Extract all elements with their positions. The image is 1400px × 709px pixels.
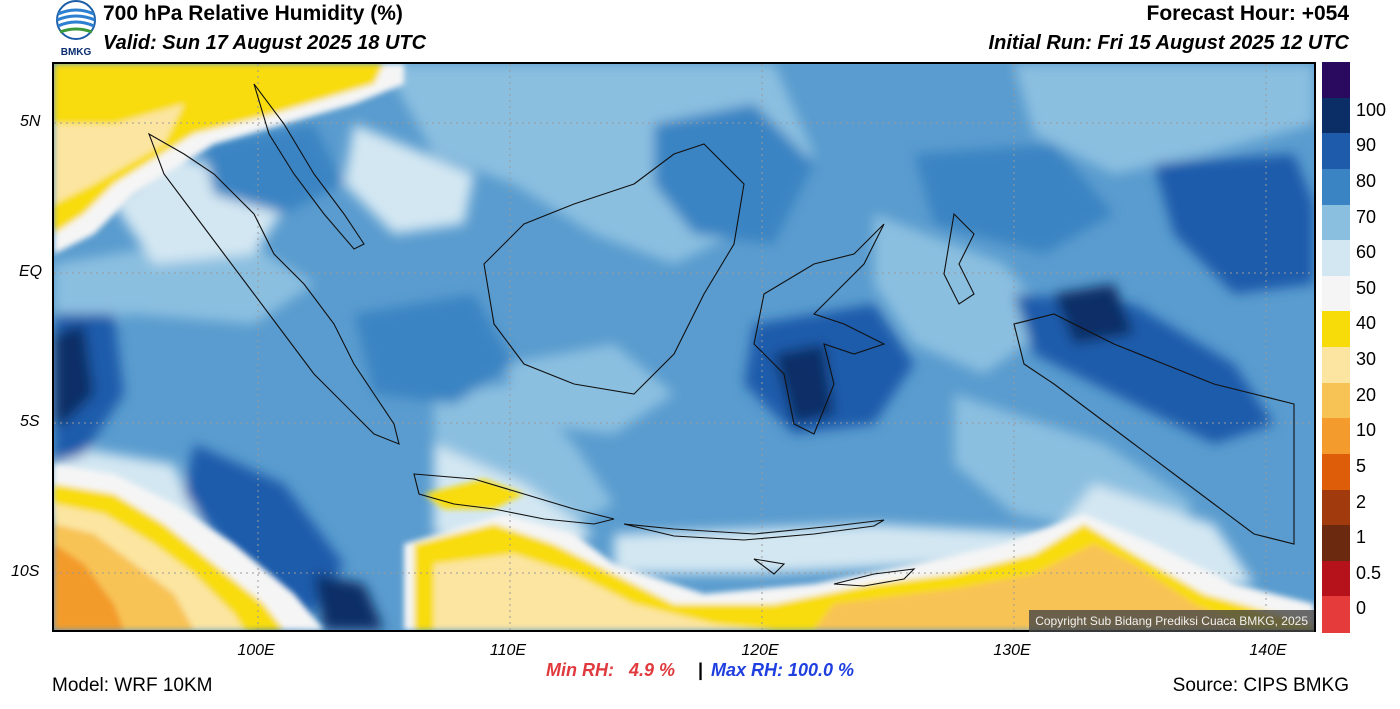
colorbar-segment xyxy=(1322,489,1350,526)
colorbar-segment xyxy=(1322,62,1350,99)
colorbar-label: 20 xyxy=(1356,384,1377,405)
colorbar-segment xyxy=(1322,204,1350,241)
lon-label: 120E xyxy=(741,642,779,659)
colorbar-segment xyxy=(1322,560,1350,597)
colorbar-segment xyxy=(1322,453,1350,490)
colorbar-segment xyxy=(1322,596,1350,633)
model-label: Model: WRF 10KM xyxy=(52,675,213,696)
colorbar-label: 1 xyxy=(1356,527,1367,548)
stats-separator: | xyxy=(698,660,704,680)
copyright-notice: Copyright Sub Bidang Prediksi Cuaca BMKG… xyxy=(1029,610,1314,632)
colorbar-segment xyxy=(1322,168,1350,205)
colorbar-label: 10 xyxy=(1356,420,1377,441)
source-label: Source: CIPS BMKG xyxy=(1172,675,1349,696)
colorbar-segment xyxy=(1322,97,1350,134)
colorbar-label: 100 xyxy=(1356,99,1387,120)
lon-label: 130E xyxy=(993,642,1031,659)
colorbar xyxy=(1322,62,1352,633)
lat-label: 10S xyxy=(11,563,40,580)
colorbar-label: 70 xyxy=(1356,206,1377,227)
colorbar-segment xyxy=(1322,525,1350,562)
colorbar-segment xyxy=(1322,382,1350,419)
colorbar-label: 90 xyxy=(1356,135,1377,156)
colorbar-segment xyxy=(1322,311,1350,348)
lon-label: 110E xyxy=(489,642,527,659)
bmkg-logo-icon xyxy=(52,0,100,62)
colorbar-segment xyxy=(1322,275,1350,312)
forecast-hour: Forecast Hour: +054 xyxy=(1146,2,1350,25)
humidity-field xyxy=(54,64,1314,630)
colorbar-label: 40 xyxy=(1356,313,1377,334)
colorbar-label: 2 xyxy=(1356,491,1367,512)
lon-label: 140E xyxy=(1249,642,1287,659)
min-rh: Min RH: 4.9 % xyxy=(546,660,676,680)
colorbar-label: 30 xyxy=(1356,349,1377,369)
valid-time: Valid: Sun 17 August 2025 18 UTC xyxy=(103,32,427,54)
colorbar-label: 0 xyxy=(1356,598,1367,619)
initial-run: Initial Run: Fri 15 August 2025 12 UTC xyxy=(988,32,1349,54)
lat-label: EQ xyxy=(19,263,43,280)
colorbar-segment xyxy=(1322,133,1350,170)
logo-text: BMKG xyxy=(60,47,92,58)
lon-label: 100E xyxy=(237,642,275,659)
grid-lines xyxy=(54,64,1314,630)
lat-label: 5N xyxy=(20,113,41,130)
colorbar-segment xyxy=(1322,347,1350,384)
max-rh: Max RH: 100.0 % xyxy=(711,660,855,680)
colorbar-segment xyxy=(1322,418,1350,455)
colorbar-label: 5 xyxy=(1356,455,1367,476)
colorbar-label: 0.5 xyxy=(1356,562,1382,583)
humidity-map xyxy=(52,62,1316,632)
colorbar-label: 80 xyxy=(1356,170,1377,191)
lat-label: 5S xyxy=(20,413,40,430)
colorbar-label: 60 xyxy=(1356,242,1377,263)
map-title: 700 hPa Relative Humidity (%) xyxy=(103,2,403,25)
colorbar-segment xyxy=(1322,240,1350,277)
colorbar-label: 50 xyxy=(1356,277,1377,298)
coastlines xyxy=(147,83,1295,587)
